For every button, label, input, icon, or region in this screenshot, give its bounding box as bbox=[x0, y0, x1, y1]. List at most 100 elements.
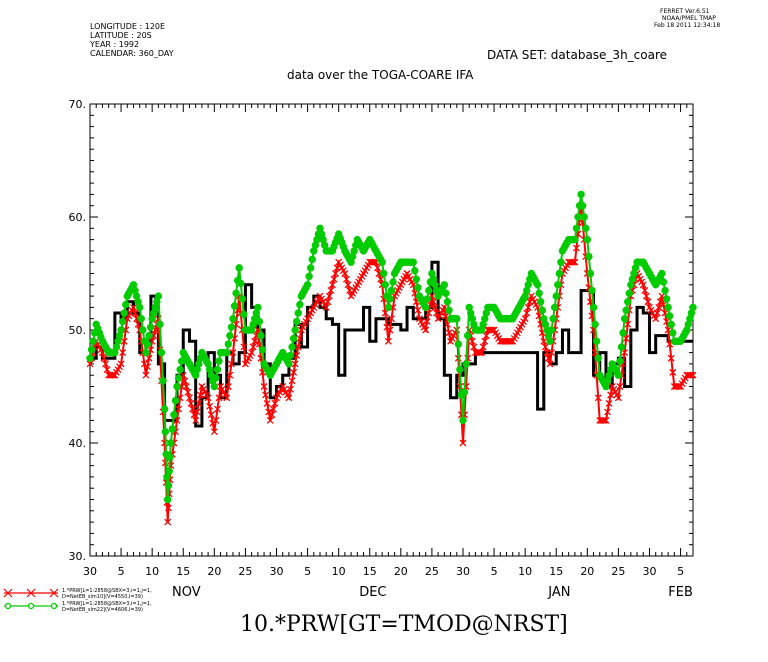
data-point bbox=[103, 366, 111, 374]
data-point bbox=[164, 481, 173, 490]
data-point bbox=[616, 383, 624, 390]
data-point bbox=[131, 309, 139, 317]
data-point bbox=[463, 331, 472, 340]
data-point bbox=[374, 264, 381, 272]
data-point bbox=[156, 320, 164, 329]
data-point bbox=[212, 374, 220, 382]
data-point bbox=[605, 399, 613, 407]
data-point bbox=[173, 416, 181, 424]
data-point bbox=[583, 235, 592, 244]
data-point bbox=[100, 354, 108, 362]
header-year: YEAR : 1992 bbox=[90, 40, 140, 49]
data-point bbox=[535, 289, 543, 297]
data-point bbox=[594, 394, 602, 402]
x-tick-label: 15 bbox=[549, 565, 563, 578]
data-point bbox=[482, 332, 490, 340]
data-point bbox=[296, 335, 304, 342]
data-point bbox=[325, 292, 333, 300]
data-point bbox=[572, 224, 581, 233]
data-point bbox=[658, 269, 666, 278]
data-point bbox=[142, 348, 150, 357]
data-point bbox=[687, 371, 695, 379]
data-point bbox=[227, 360, 235, 368]
data-point bbox=[157, 348, 166, 357]
dataset-label: DATA SET: database_3h_coare bbox=[487, 48, 668, 62]
data-point bbox=[86, 354, 94, 362]
data-point bbox=[445, 306, 453, 314]
data-point bbox=[386, 295, 394, 303]
data-point bbox=[206, 402, 214, 410]
data-point bbox=[287, 385, 294, 393]
data-point bbox=[540, 337, 548, 345]
data-point bbox=[139, 326, 147, 334]
data-point bbox=[195, 399, 203, 407]
data-point bbox=[641, 286, 649, 294]
data-point bbox=[175, 405, 183, 413]
data-point bbox=[614, 394, 622, 402]
data-point bbox=[164, 495, 172, 504]
data-point bbox=[669, 368, 677, 376]
data-point bbox=[224, 340, 233, 348]
data-point bbox=[160, 405, 169, 413]
data-point bbox=[538, 306, 546, 314]
data-point bbox=[167, 439, 175, 447]
data-point bbox=[548, 349, 556, 357]
x-tick-label: 15 bbox=[363, 565, 377, 578]
data-point bbox=[226, 371, 234, 379]
data-point bbox=[268, 411, 276, 419]
data-point bbox=[118, 317, 127, 326]
data-point bbox=[207, 411, 215, 419]
x-tick-label: 25 bbox=[425, 565, 439, 578]
data-point bbox=[330, 275, 338, 283]
data-point bbox=[549, 315, 557, 323]
data-point bbox=[571, 235, 579, 244]
data-point bbox=[184, 388, 192, 396]
data-point bbox=[470, 343, 478, 351]
ferret-version: FERRET Ver.6.51 bbox=[660, 8, 710, 15]
data-point bbox=[411, 266, 419, 275]
data-point bbox=[523, 309, 531, 317]
data-point bbox=[306, 264, 315, 272]
data-point bbox=[481, 337, 489, 345]
data-point bbox=[186, 394, 193, 402]
bottom-title: 10.*PRW[GT=TMOD@NRST] bbox=[240, 612, 568, 637]
data-point bbox=[196, 391, 204, 399]
data-point bbox=[423, 318, 431, 325]
data-point bbox=[144, 363, 151, 371]
data-point bbox=[288, 377, 296, 385]
x-tick-label: 10 bbox=[332, 565, 346, 578]
x-tick-label: 20 bbox=[394, 565, 408, 578]
data-point bbox=[577, 190, 585, 199]
data-point bbox=[443, 320, 451, 328]
data-point bbox=[370, 258, 378, 266]
data-point bbox=[524, 303, 532, 311]
data-point bbox=[639, 281, 647, 289]
data-point bbox=[661, 286, 669, 295]
data-point bbox=[589, 303, 598, 312]
data-point bbox=[617, 343, 626, 351]
legend-marker bbox=[49, 588, 59, 598]
data-point bbox=[120, 337, 128, 345]
data-point bbox=[586, 269, 595, 278]
data-point bbox=[146, 323, 155, 331]
data-point bbox=[665, 312, 674, 320]
data-point bbox=[578, 202, 587, 210]
ferret-date: Feb 18 2011 12:34:18 bbox=[654, 22, 721, 29]
data-point bbox=[624, 298, 632, 306]
data-point bbox=[293, 351, 301, 359]
data-point bbox=[582, 224, 590, 233]
data-point bbox=[215, 357, 223, 365]
data-point bbox=[117, 360, 125, 368]
data-point bbox=[476, 349, 484, 357]
data-point bbox=[550, 303, 559, 312]
data-point bbox=[423, 295, 431, 303]
legend-entry-1-line1: 1.*PRW[L=1:2858@SBX=3,i=1,j=1, bbox=[62, 588, 152, 594]
x-tick-label: 30 bbox=[269, 565, 283, 578]
data-point bbox=[386, 326, 394, 334]
data-point bbox=[381, 281, 389, 289]
data-point bbox=[624, 320, 632, 328]
data-point bbox=[619, 329, 627, 337]
data-point bbox=[204, 394, 212, 402]
y-tick-label: 50. bbox=[69, 324, 87, 337]
data-point bbox=[622, 306, 630, 314]
